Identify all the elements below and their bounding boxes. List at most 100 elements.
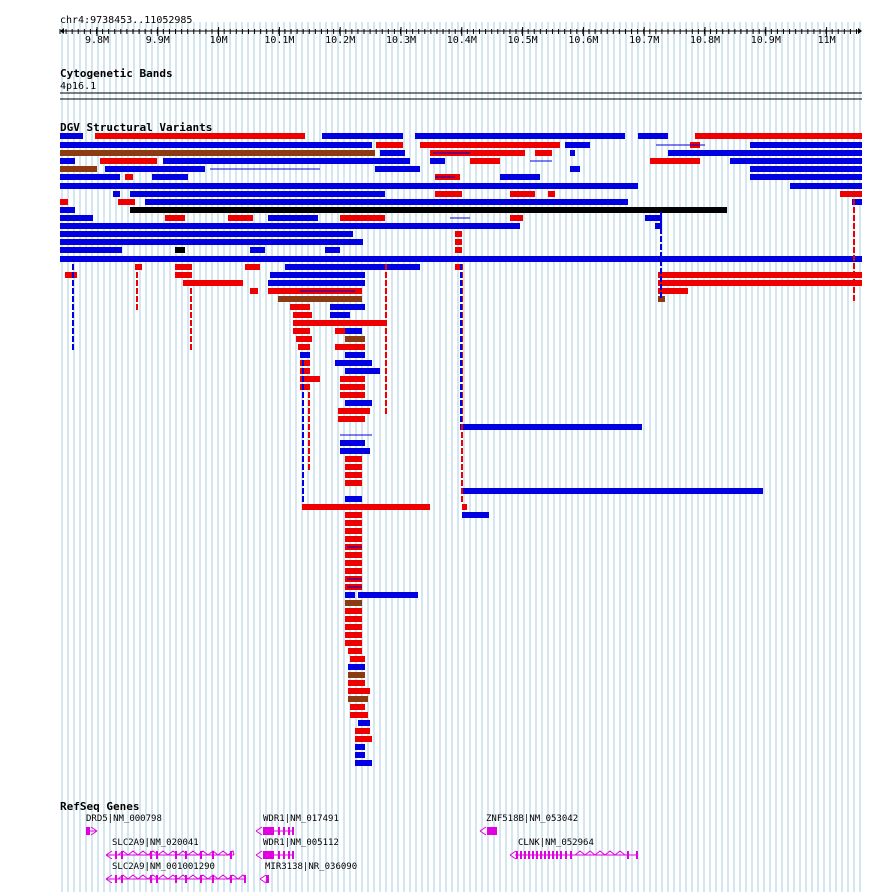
sv-feature[interactable]	[385, 376, 387, 382]
sv-feature[interactable]	[60, 239, 363, 245]
sv-feature[interactable]	[340, 392, 365, 398]
sv-feature[interactable]	[340, 384, 365, 390]
sv-feature[interactable]	[385, 320, 387, 326]
sv-feature[interactable]	[455, 231, 462, 237]
sv-feature[interactable]	[345, 456, 362, 462]
sv-feature[interactable]	[385, 368, 387, 374]
sv-feature[interactable]	[460, 304, 462, 310]
sv-feature[interactable]	[165, 215, 185, 221]
sv-feature[interactable]	[385, 352, 387, 358]
sv-feature[interactable]	[325, 247, 340, 253]
sv-feature[interactable]	[460, 320, 462, 326]
sv-feature[interactable]	[302, 464, 304, 470]
sv-feature[interactable]	[658, 272, 862, 278]
sv-feature[interactable]	[460, 416, 462, 422]
sv-feature[interactable]	[100, 158, 157, 164]
gene-label[interactable]: SLC2A9|NM_020041	[112, 838, 199, 848]
sv-feature[interactable]	[840, 191, 862, 197]
sv-feature[interactable]	[300, 368, 310, 374]
sv-feature[interactable]	[853, 247, 855, 253]
sv-feature[interactable]	[348, 688, 370, 694]
sv-feature[interactable]	[660, 212, 662, 218]
sv-feature[interactable]	[293, 320, 385, 326]
sv-feature[interactable]	[190, 296, 192, 302]
sv-feature[interactable]	[335, 360, 372, 366]
sv-feature[interactable]	[376, 142, 403, 148]
sv-feature[interactable]	[293, 328, 310, 334]
sv-feature[interactable]	[338, 408, 370, 414]
sv-feature[interactable]	[308, 440, 310, 446]
sv-feature[interactable]	[460, 344, 462, 350]
sv-feature[interactable]	[460, 408, 462, 414]
sv-feature[interactable]	[460, 392, 462, 398]
sv-feature[interactable]	[385, 336, 387, 342]
sv-feature[interactable]	[461, 488, 463, 494]
sv-feature[interactable]	[268, 280, 365, 286]
sv-feature[interactable]	[190, 288, 192, 294]
sv-feature[interactable]	[296, 336, 312, 342]
sv-feature[interactable]	[345, 336, 365, 342]
sv-feature[interactable]	[72, 296, 74, 302]
sv-feature[interactable]	[470, 158, 500, 164]
gene-label[interactable]: WDR1|NM_017491	[263, 814, 339, 824]
sv-feature[interactable]	[750, 166, 862, 172]
sv-feature[interactable]	[302, 472, 304, 478]
sv-feature[interactable]	[460, 336, 462, 342]
sv-feature[interactable]	[345, 328, 362, 334]
sv-feature[interactable]	[420, 142, 560, 148]
sv-feature[interactable]	[460, 312, 462, 318]
sv-feature[interactable]	[510, 191, 535, 197]
sv-feature[interactable]	[308, 400, 310, 406]
sv-feature[interactable]	[136, 296, 138, 302]
sv-feature[interactable]	[430, 150, 525, 156]
sv-feature[interactable]	[350, 656, 365, 662]
sv-feature[interactable]	[340, 215, 385, 221]
sv-feature[interactable]	[135, 264, 142, 270]
sv-feature[interactable]	[308, 392, 310, 398]
sv-feature[interactable]	[348, 664, 365, 670]
sv-feature[interactable]	[345, 520, 362, 526]
sv-feature[interactable]	[853, 239, 855, 245]
sv-feature[interactable]	[461, 496, 463, 502]
sv-feature[interactable]	[136, 280, 138, 286]
sv-feature[interactable]	[136, 264, 138, 270]
sv-feature[interactable]	[190, 280, 192, 286]
sv-feature[interactable]	[853, 271, 855, 277]
sv-feature[interactable]	[385, 328, 387, 334]
sv-feature[interactable]	[72, 304, 74, 310]
sv-feature[interactable]	[302, 368, 304, 374]
sv-feature[interactable]	[660, 244, 662, 250]
gene-label[interactable]: SLC2A9|NM_001001290	[112, 862, 215, 872]
dgv-track-title[interactable]: DGV Structural Variants	[60, 121, 213, 134]
sv-feature[interactable]	[302, 432, 304, 438]
sv-feature[interactable]	[510, 215, 523, 221]
sv-feature[interactable]	[290, 304, 310, 310]
sv-feature[interactable]	[348, 696, 368, 702]
sv-feature[interactable]	[355, 728, 370, 734]
sv-feature[interactable]	[385, 288, 387, 294]
sv-feature[interactable]	[60, 215, 93, 221]
sv-feature[interactable]	[660, 260, 662, 266]
sv-feature[interactable]	[460, 368, 462, 374]
sv-feature[interactable]	[461, 456, 463, 462]
sv-feature[interactable]	[853, 287, 855, 293]
sv-feature[interactable]	[308, 376, 310, 382]
sv-feature[interactable]	[340, 440, 365, 446]
sv-feature[interactable]	[853, 279, 855, 285]
sv-feature[interactable]	[852, 199, 862, 205]
sv-feature[interactable]	[130, 207, 727, 213]
sv-feature[interactable]	[250, 247, 265, 253]
sv-feature[interactable]	[345, 528, 362, 534]
sv-feature[interactable]	[660, 220, 662, 226]
sv-feature[interactable]	[460, 424, 642, 430]
sv-feature[interactable]	[60, 247, 122, 253]
gene-label[interactable]: MIR3138|NR_036090	[265, 862, 358, 872]
sv-feature[interactable]	[460, 384, 462, 390]
sv-feature[interactable]	[298, 344, 310, 350]
sv-feature[interactable]	[460, 328, 462, 334]
sv-feature[interactable]	[853, 263, 855, 269]
sv-feature[interactable]	[345, 344, 365, 350]
sv-feature[interactable]	[750, 142, 862, 148]
sv-feature[interactable]	[302, 384, 304, 390]
sv-feature[interactable]	[461, 464, 463, 470]
